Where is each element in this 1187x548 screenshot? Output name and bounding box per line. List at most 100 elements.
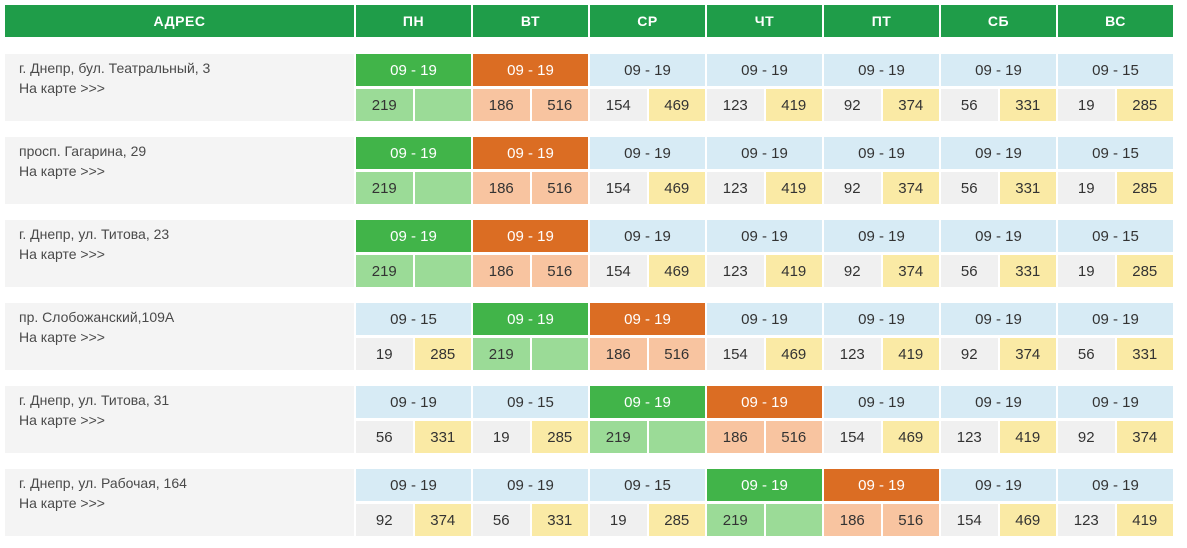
- working-hours: 09 - 19: [824, 54, 939, 86]
- working-hours: 09 - 19: [941, 303, 1056, 335]
- count-primary: 219: [356, 172, 413, 204]
- count-secondary: 331: [531, 504, 588, 536]
- count-primary: 186: [473, 255, 530, 287]
- map-link[interactable]: На карте >>>: [19, 163, 105, 179]
- count-pair: 19 285: [1058, 255, 1173, 287]
- day-cell-mon: 09 - 19 92 374: [356, 469, 471, 536]
- working-hours: 09 - 15: [1058, 54, 1173, 86]
- address-text: просп. Гагарина, 29: [19, 143, 147, 159]
- working-hours: 09 - 19: [707, 220, 822, 252]
- working-hours: 09 - 19: [590, 137, 705, 169]
- working-hours: 09 - 19: [473, 137, 588, 169]
- count-primary: 186: [473, 89, 530, 121]
- working-hours: 09 - 19: [590, 220, 705, 252]
- count-pair: 19 285: [356, 338, 471, 370]
- count-pair: 154 469: [824, 421, 939, 453]
- map-link[interactable]: На карте >>>: [19, 495, 105, 511]
- count-primary: 56: [941, 172, 998, 204]
- map-link[interactable]: На карте >>>: [19, 246, 105, 262]
- working-hours: 09 - 19: [356, 137, 471, 169]
- map-link[interactable]: На карте >>>: [19, 412, 105, 428]
- count-pair: 92 374: [824, 172, 939, 204]
- count-secondary: 285: [414, 338, 471, 370]
- map-link[interactable]: На карте >>>: [19, 80, 105, 96]
- working-hours: 09 - 19: [473, 54, 588, 86]
- working-hours: 09 - 19: [356, 54, 471, 86]
- day-cell-mon: 09 - 19 219: [356, 220, 471, 287]
- day-cell-sat: 09 - 19 123 419: [941, 386, 1056, 453]
- count-secondary: 374: [999, 338, 1056, 370]
- day-cell-mon: 09 - 19 56 331: [356, 386, 471, 453]
- day-cell-sun: 09 - 15 19 285: [1058, 137, 1173, 204]
- working-hours: 09 - 19: [1058, 303, 1173, 335]
- count-pair: 186 516: [473, 89, 588, 121]
- count-primary: 19: [1058, 255, 1115, 287]
- working-hours: 09 - 19: [707, 303, 822, 335]
- working-hours: 09 - 19: [1058, 469, 1173, 501]
- count-secondary: 469: [999, 504, 1056, 536]
- working-hours: 09 - 19: [473, 303, 588, 335]
- working-hours: 09 - 19: [941, 469, 1056, 501]
- working-hours: 09 - 15: [473, 386, 588, 418]
- working-hours: 09 - 19: [473, 220, 588, 252]
- count-pair: 219: [356, 89, 471, 121]
- day-cell-thu: 09 - 19 186 516: [707, 386, 822, 453]
- day-cell-sun: 09 - 19 92 374: [1058, 386, 1173, 453]
- count-primary: 186: [707, 421, 764, 453]
- day-cell-fri: 09 - 19 92 374: [824, 220, 939, 287]
- day-cell-thu: 09 - 19 123 419: [707, 220, 822, 287]
- row-separator: [5, 453, 1173, 469]
- count-secondary: 374: [882, 255, 939, 287]
- count-pair: 219: [356, 255, 471, 287]
- working-hours: 09 - 19: [707, 137, 822, 169]
- count-pair: 219: [707, 504, 822, 536]
- address-cell: г. Днепр, ул. Титова, 23 На карте >>>: [5, 220, 354, 287]
- header-address: АДРЕС: [5, 5, 354, 37]
- day-cell-wed: 09 - 15 19 285: [590, 469, 705, 536]
- count-pair: 123 419: [941, 421, 1056, 453]
- count-primary: 186: [590, 338, 647, 370]
- count-secondary: 516: [531, 255, 588, 287]
- row-separator: [5, 121, 1173, 137]
- header-day-fri: ПТ: [824, 5, 939, 37]
- row-separator: [5, 287, 1173, 303]
- row-separator: [5, 370, 1173, 386]
- working-hours: 09 - 15: [1058, 220, 1173, 252]
- count-primary: 19: [356, 338, 413, 370]
- working-hours: 09 - 19: [824, 303, 939, 335]
- count-pair: 92 374: [824, 255, 939, 287]
- count-secondary: 374: [1116, 421, 1173, 453]
- count-secondary: 516: [882, 504, 939, 536]
- working-hours: 09 - 19: [356, 469, 471, 501]
- count-pair: 19 285: [1058, 89, 1173, 121]
- working-hours: 09 - 19: [824, 469, 939, 501]
- day-cell-wed: 09 - 19 186 516: [590, 303, 705, 370]
- count-pair: 56 331: [473, 504, 588, 536]
- working-hours: 09 - 19: [707, 469, 822, 501]
- count-secondary: 285: [1116, 89, 1173, 121]
- header-day-tue: ВТ: [473, 5, 588, 37]
- count-primary: 123: [941, 421, 998, 453]
- count-pair: 219: [590, 421, 705, 453]
- address-text: г. Днепр, бул. Театральный, 3: [19, 60, 211, 76]
- count-secondary: 285: [1116, 255, 1173, 287]
- count-pair: 219: [356, 172, 471, 204]
- count-secondary: 374: [882, 89, 939, 121]
- count-secondary: 331: [999, 89, 1056, 121]
- count-primary: 92: [824, 255, 881, 287]
- working-hours: 09 - 19: [824, 386, 939, 418]
- count-pair: 19 285: [473, 421, 588, 453]
- count-primary: 19: [473, 421, 530, 453]
- count-secondary: 516: [765, 421, 822, 453]
- count-secondary: 419: [1116, 504, 1173, 536]
- count-pair: 154 469: [590, 89, 705, 121]
- working-hours: 09 - 19: [941, 220, 1056, 252]
- map-link[interactable]: На карте >>>: [19, 329, 105, 345]
- working-hours: 09 - 19: [824, 220, 939, 252]
- address-text: пр. Слобожанский,109А: [19, 309, 175, 325]
- day-cell-sat: 09 - 19 56 331: [941, 220, 1056, 287]
- header-day-mon: ПН: [356, 5, 471, 37]
- count-pair: 186 516: [824, 504, 939, 536]
- count-secondary: [414, 89, 471, 121]
- day-cell-fri: 09 - 19 92 374: [824, 54, 939, 121]
